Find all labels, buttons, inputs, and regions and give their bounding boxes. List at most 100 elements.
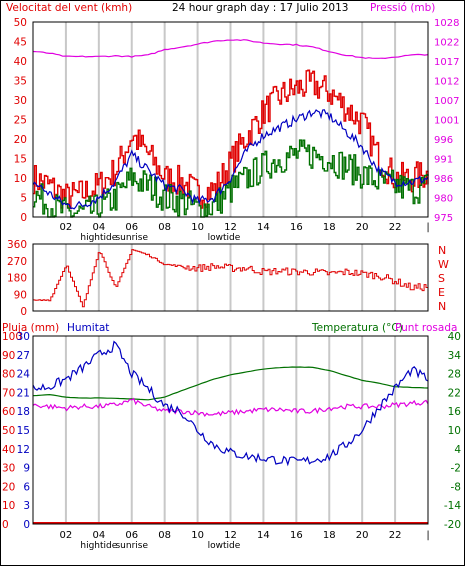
lowtide-label: lowtide [208, 233, 241, 243]
dewpoint-label: Punt rosada [395, 322, 457, 334]
pressure-y-tick: 975 [434, 213, 453, 224]
temp-x-tick: 08 [158, 530, 171, 541]
rain-y-tick: 30 [2, 463, 15, 475]
sunrise-label: sunrise [115, 233, 148, 243]
pressure-label: Pressió (mb) [370, 2, 435, 14]
temp-x-tick: 04 [92, 530, 105, 541]
humidity-y-tick: 15 [17, 425, 30, 437]
temperature-label: Temperatura (°C) [311, 322, 403, 334]
direction-y-tick: 360 [7, 239, 27, 251]
temp-x-tick: 16 [290, 530, 303, 541]
wind-plot-frame [32, 21, 429, 218]
temp-plot-frame [32, 335, 429, 525]
wind-y-tick: 45 [14, 37, 27, 49]
wind-y-tick: 0 [20, 212, 27, 224]
direction-y-tick: 180 [7, 273, 27, 285]
wind-x-tick: | [426, 222, 429, 233]
rain-label: Pluja (mm) [2, 322, 59, 334]
wind-y-tick: 20 [14, 134, 27, 146]
temp-x-tick: 10 [191, 530, 204, 541]
humidity-y-tick: 27 [17, 350, 30, 362]
temperature-y-tick: 16 [448, 406, 462, 418]
pressure-y-tick: 996 [434, 135, 453, 146]
pressure-y-tick: 1017 [434, 57, 459, 68]
wind-gust-line [33, 69, 429, 210]
rain-y-tick: 80 [2, 369, 15, 381]
temperature-y-tick: -20 [444, 519, 461, 531]
compass-label: E [438, 286, 445, 299]
temperature-y-tick: -8 [451, 481, 461, 493]
wind-x-tick: 20 [356, 222, 369, 233]
rain-y-tick: 60 [2, 406, 15, 418]
compass-label: W [438, 258, 449, 271]
temperature-line [32, 366, 429, 401]
pressure-y-tick: 1028 [434, 18, 459, 29]
pressure-line [32, 39, 429, 60]
humidity-y-tick: 12 [17, 444, 30, 456]
humidity-y-tick: 0 [23, 519, 30, 531]
temp-x-tick: 22 [389, 530, 402, 541]
wind-average-line [32, 109, 429, 210]
temp-x-tick: 20 [356, 530, 369, 541]
direction-y-tick: 270 [7, 256, 27, 268]
compass-label: S [438, 272, 445, 285]
pressure-y-tick: 991 [434, 155, 453, 166]
temperature-y-tick: 40 [448, 331, 461, 343]
humidity-label: Humitat [67, 322, 109, 334]
compass-label: N [438, 244, 446, 257]
wind-x-tick: 08 [158, 222, 171, 233]
direction-y-tick: 90 [14, 289, 27, 301]
humidity-y-tick: 30 [17, 331, 30, 343]
wind-y-tick: 40 [14, 56, 27, 68]
temperature-y-tick: -2 [451, 463, 461, 475]
hightide-label: hightide [80, 541, 117, 551]
humidity-y-tick: 24 [17, 369, 31, 381]
temperature-y-tick: 10 [448, 425, 461, 437]
wind-x-tick: 06 [125, 222, 138, 233]
wind-speed-label: Velocitat del vent (kmh) [6, 2, 132, 14]
wind-x-tick: 18 [323, 222, 336, 233]
temp-x-tick: 14 [257, 530, 270, 541]
humidity-y-tick: 21 [17, 387, 30, 399]
temp-x-tick: | [426, 530, 429, 541]
humidity-line [32, 340, 429, 467]
rain-y-tick: 0 [2, 519, 9, 531]
temp-x-tick: 12 [224, 530, 237, 541]
graph-title: 24 hour graph day : 17 Julio 2013 [172, 2, 348, 14]
sunrise-label: sunrise [115, 541, 148, 551]
temperature-y-tick: 4 [454, 444, 461, 456]
humidity-y-tick: 6 [23, 481, 30, 493]
pressure-y-tick: 1022 [434, 38, 459, 49]
compass-label: N [438, 300, 446, 313]
direction-y-tick: 0 [20, 306, 27, 318]
temperature-y-tick: 34 [448, 350, 462, 362]
rain-y-tick: 70 [2, 387, 15, 399]
lowtide-label: lowtide [208, 541, 241, 551]
temperature-y-tick: 28 [448, 369, 461, 381]
rain-y-tick: 90 [2, 350, 15, 362]
wind-y-tick: 5 [20, 193, 27, 205]
rain-y-tick: 50 [2, 425, 15, 437]
temperature-y-tick: 22 [448, 387, 461, 399]
hightide-label: hightide [80, 233, 117, 243]
wind-pressure-panel: 0 5 10 15 20 25 30 35 40 45 50 975 980 986 991 996 1001 1… [14, 17, 460, 243]
temperature-y-tick: -14 [444, 500, 461, 512]
pressure-y-tick: 986 [434, 174, 453, 185]
humidity-y-tick: 3 [23, 500, 30, 512]
wind-x-tick: 14 [257, 222, 270, 233]
temp-humidity-panel: 0 10 20 30 40 50 60 70 80 90 100 0 3 6 9 12 15 18 21 24 27 30… [2, 331, 461, 551]
wind-x-tick: 10 [191, 222, 204, 233]
humidity-y-tick: 18 [17, 406, 30, 418]
pressure-y-tick: 1007 [434, 96, 459, 107]
wind-x-tick: 12 [224, 222, 237, 233]
wind-direction-line [33, 249, 429, 308]
rain-y-tick: 100 [2, 331, 22, 343]
wind-y-tick: 30 [14, 95, 27, 107]
pressure-y-tick: 1001 [434, 116, 459, 127]
direction-plot-frame [32, 243, 429, 312]
pressure-y-tick: 980 [434, 194, 453, 205]
temp-x-tick: 06 [125, 530, 138, 541]
